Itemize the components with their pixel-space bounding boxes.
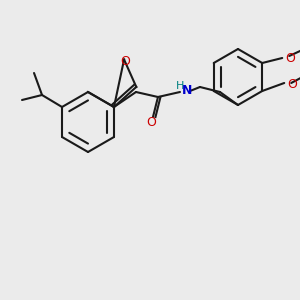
Text: O: O <box>146 116 156 130</box>
Text: O: O <box>285 52 295 64</box>
Text: H: H <box>176 81 184 91</box>
Text: O: O <box>287 79 297 92</box>
Text: N: N <box>182 85 192 98</box>
Text: O: O <box>120 55 130 68</box>
